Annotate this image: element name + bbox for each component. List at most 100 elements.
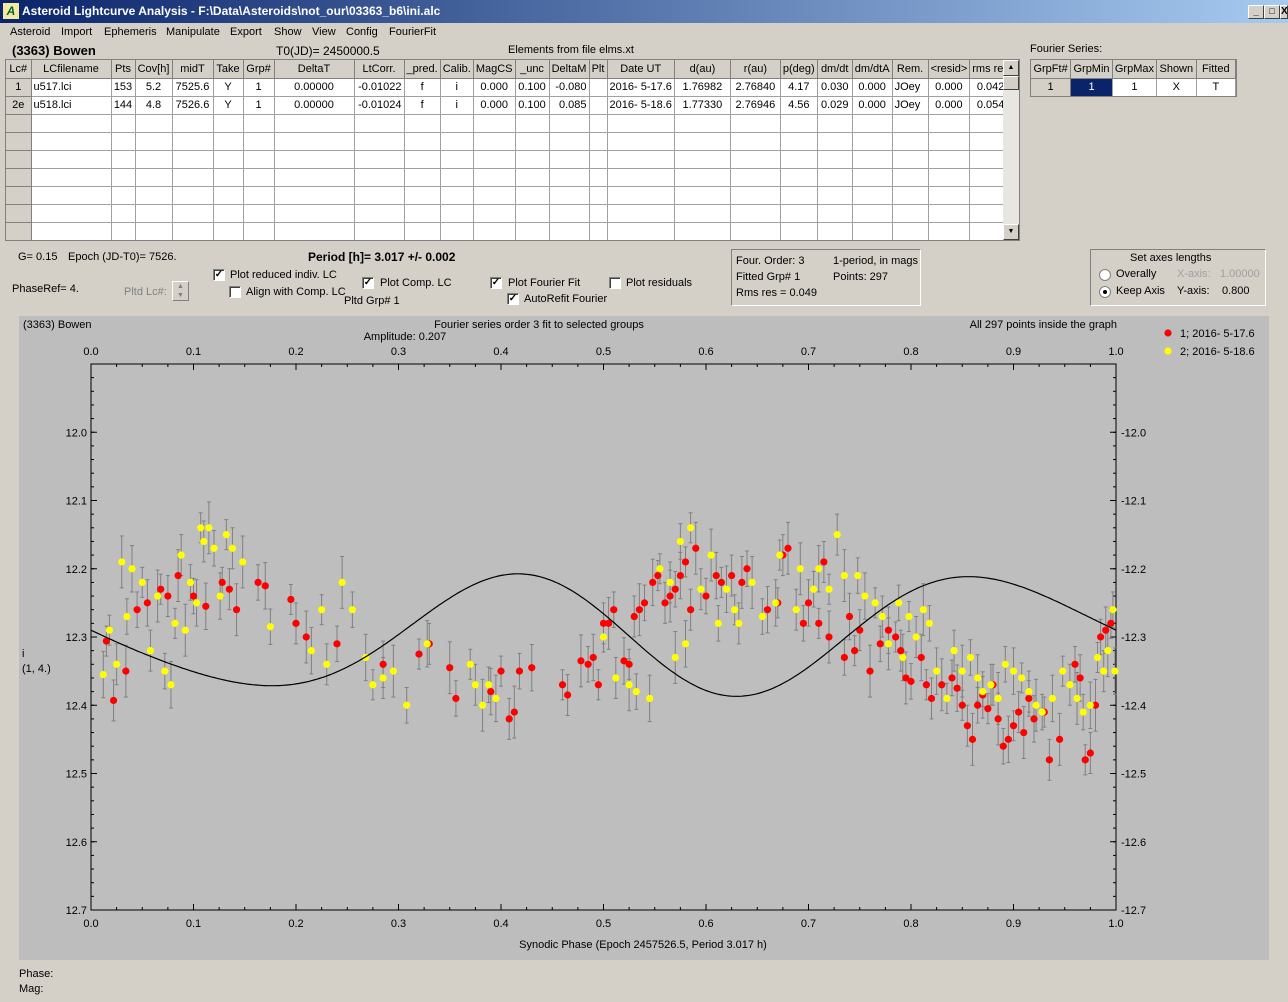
lc-empty-cell[interactable] — [852, 114, 893, 133]
lc-empty-cell[interactable] — [404, 132, 441, 151]
lc-empty-cell[interactable] — [135, 168, 173, 187]
fourier-cell[interactable]: T — [1196, 78, 1236, 96]
lc-col-header[interactable]: midT — [172, 60, 214, 79]
lc-empty-cell[interactable] — [440, 204, 474, 223]
lc-empty-cell[interactable] — [892, 222, 929, 240]
lc-empty-cell[interactable] — [440, 150, 474, 169]
lc-empty-cell[interactable] — [6, 168, 32, 187]
lc-empty-cell[interactable] — [6, 150, 32, 169]
lc-cell[interactable]: i — [440, 78, 474, 97]
lc-empty-cell[interactable] — [172, 150, 214, 169]
lc-empty-cell[interactable] — [607, 186, 675, 205]
lc-empty-cell[interactable] — [111, 222, 136, 240]
lc-empty-cell[interactable] — [892, 132, 929, 151]
lc-empty-cell[interactable] — [589, 204, 608, 223]
lc-empty-cell[interactable] — [243, 186, 275, 205]
lc-col-header[interactable]: Take — [213, 60, 244, 79]
lc-col-header[interactable]: <resid> — [928, 60, 971, 79]
lc-col-header[interactable]: LCfilename — [31, 60, 112, 79]
lc-empty-cell[interactable] — [515, 168, 550, 187]
lc-empty-cell[interactable] — [928, 186, 971, 205]
lc-empty-cell[interactable] — [274, 204, 355, 223]
lc-cell[interactable]: 1.77330 — [674, 96, 731, 115]
lc-empty-cell[interactable] — [549, 168, 590, 187]
lc-cell[interactable]: 2016- 5-18.6 — [607, 96, 675, 115]
lc-empty-cell[interactable] — [31, 186, 112, 205]
lc-empty-cell[interactable] — [674, 222, 731, 240]
lc-empty-cell[interactable] — [817, 132, 853, 151]
lc-cell[interactable]: Y — [213, 96, 244, 115]
lc-empty-cell[interactable] — [473, 204, 516, 223]
lc-cell[interactable]: 5.2 — [135, 78, 173, 97]
lc-cell[interactable]: 0.000 — [852, 78, 893, 97]
lc-empty-cell[interactable] — [780, 168, 818, 187]
lc-cell[interactable]: 0.000 — [852, 96, 893, 115]
lc-empty-cell[interactable] — [817, 168, 853, 187]
fourier-cell[interactable]: X — [1156, 78, 1197, 96]
lc-cell[interactable]: 2016- 5-17.6 — [607, 78, 675, 97]
overally-radio[interactable] — [1099, 269, 1111, 281]
lc-empty-cell[interactable] — [817, 186, 853, 205]
lc-cell[interactable]: -0.080 — [549, 78, 590, 97]
lc-cell[interactable]: 1 — [6, 78, 32, 97]
lc-empty-cell[interactable] — [607, 168, 675, 187]
lc-empty-cell[interactable] — [780, 186, 818, 205]
lc-cell[interactable]: 0.042 — [969, 78, 1012, 97]
lc-empty-cell[interactable] — [213, 132, 244, 151]
lc-empty-cell[interactable] — [274, 132, 355, 151]
lc-cell[interactable]: 0.000 — [473, 96, 516, 115]
plot-fourier-checkbox[interactable]: ✓ — [490, 277, 502, 289]
menu-ephemeris[interactable]: Ephemeris — [104, 26, 157, 38]
lc-col-header[interactable]: Cov[h] — [135, 60, 173, 79]
lc-cell[interactable]: 1.76982 — [674, 78, 731, 97]
lc-empty-cell[interactable] — [135, 204, 173, 223]
lc-col-header[interactable]: rms res — [969, 60, 1012, 79]
lc-empty-cell[interactable] — [515, 150, 550, 169]
lc-cell[interactable]: 0.00000 — [274, 96, 355, 115]
lc-empty-row[interactable] — [6, 204, 1012, 223]
lc-table-scrollbar[interactable]: ▲ ▼ — [1003, 60, 1019, 240]
autorefit-checkbox[interactable]: ✓ — [507, 293, 519, 305]
lc-empty-cell[interactable] — [31, 114, 112, 133]
lc-cell[interactable]: 0.085 — [549, 96, 590, 115]
lc-cell[interactable]: 0.100 — [515, 78, 550, 97]
lc-empty-cell[interactable] — [354, 204, 405, 223]
lc-empty-cell[interactable] — [243, 222, 275, 240]
lc-cell[interactable]: 153 — [111, 78, 136, 97]
lc-empty-cell[interactable] — [852, 222, 893, 240]
lc-empty-cell[interactable] — [817, 114, 853, 133]
lc-empty-cell[interactable] — [172, 114, 214, 133]
lc-empty-cell[interactable] — [730, 204, 781, 223]
lc-empty-cell[interactable] — [928, 204, 971, 223]
lc-empty-cell[interactable] — [730, 150, 781, 169]
align-comp-checkbox[interactable] — [229, 286, 241, 298]
lc-col-header[interactable]: r(au) — [730, 60, 781, 79]
scroll-thumb[interactable] — [1003, 76, 1019, 90]
lc-empty-cell[interactable] — [589, 132, 608, 151]
keep-axis-radio[interactable] — [1099, 286, 1111, 298]
lc-table-row[interactable]: 1 u517.lci 153 5.2 7525.6 Y 1 0.00000 -0.01022 f i… — [6, 78, 1012, 97]
lc-cell[interactable]: 4.56 — [780, 96, 818, 115]
lc-cell[interactable]: 2.76946 — [730, 96, 781, 115]
lc-empty-cell[interactable] — [780, 150, 818, 169]
fourier-cell[interactable]: 1 — [1070, 78, 1113, 96]
lc-empty-cell[interactable] — [515, 204, 550, 223]
lc-empty-cell[interactable] — [607, 150, 675, 169]
lc-empty-cell[interactable] — [589, 222, 608, 240]
lc-empty-cell[interactable] — [473, 132, 516, 151]
lc-empty-cell[interactable] — [354, 168, 405, 187]
lc-empty-cell[interactable] — [243, 204, 275, 223]
lc-empty-cell[interactable] — [780, 204, 818, 223]
lc-cell[interactable]: JOey — [892, 78, 929, 97]
lc-empty-cell[interactable] — [213, 204, 244, 223]
plot-residuals-checkbox[interactable] — [609, 277, 621, 289]
lc-empty-cell[interactable] — [892, 114, 929, 133]
lc-col-header[interactable]: DeltaM — [549, 60, 590, 79]
lc-cell[interactable]: -0.01022 — [354, 78, 405, 97]
lc-empty-cell[interactable] — [549, 132, 590, 151]
lc-cell[interactable]: 1 — [243, 96, 275, 115]
lc-empty-cell[interactable] — [780, 222, 818, 240]
lc-empty-cell[interactable] — [852, 204, 893, 223]
lc-empty-cell[interactable] — [31, 168, 112, 187]
lc-empty-cell[interactable] — [274, 186, 355, 205]
